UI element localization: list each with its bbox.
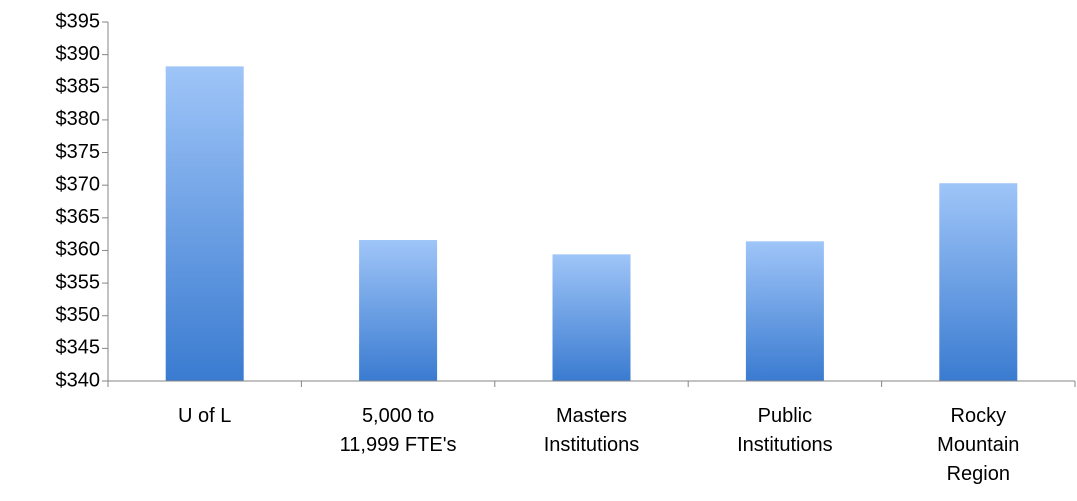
y-tick-label: $360: [56, 239, 101, 261]
bar: [165, 66, 244, 382]
x-tick-label: Masters Institutions: [543, 405, 640, 456]
y-tick-label: $380: [56, 108, 101, 130]
y-tick-label: $365: [56, 206, 101, 228]
x-tick-label: U of L: [178, 405, 232, 427]
x-tick-label: Rocky Mountain Region: [937, 405, 1020, 485]
bar: [359, 240, 438, 381]
x-tick-label: 5,000 to 11,999 FTE's: [339, 405, 457, 456]
bar: [939, 183, 1018, 381]
y-tick-label: $345: [56, 337, 101, 359]
y-tick-label: $375: [56, 141, 101, 163]
y-tick-label: $395: [56, 10, 101, 32]
y-tick-label: $390: [56, 43, 101, 65]
y-tick-label: $385: [56, 76, 101, 98]
y-tick-label: $355: [56, 271, 101, 293]
bar: [745, 241, 824, 381]
bar: [552, 254, 631, 381]
x-tick-label: Public Institutions: [737, 405, 833, 456]
y-tick-label: $370: [56, 173, 101, 195]
y-tick-label: $340: [56, 369, 101, 391]
y-tick-label: $350: [56, 304, 101, 326]
